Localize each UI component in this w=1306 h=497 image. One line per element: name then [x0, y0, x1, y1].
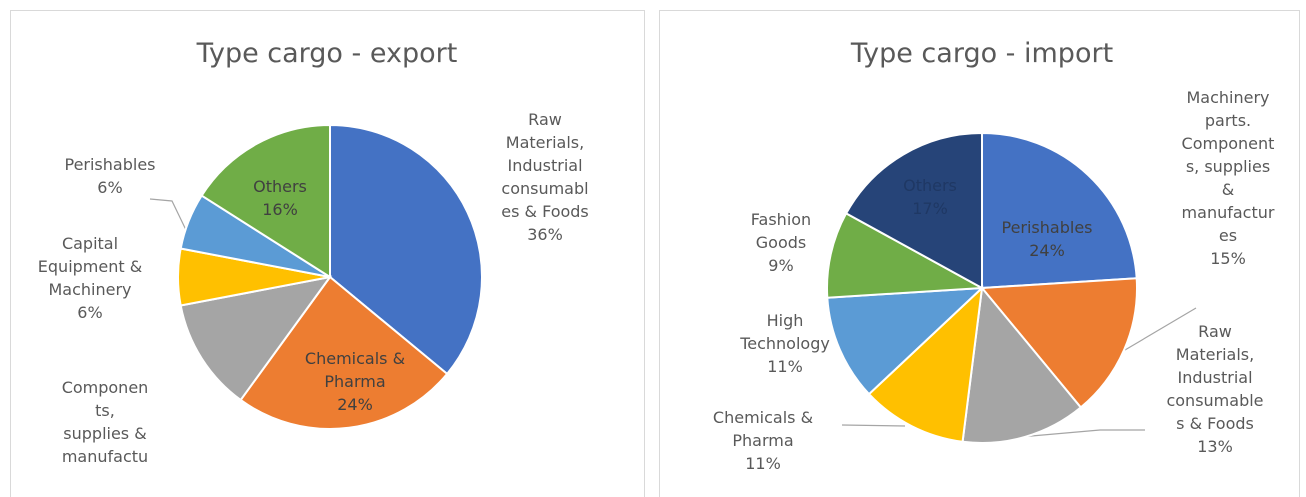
category-label: Perishables: [64, 155, 156, 174]
value-label: 13%: [1197, 437, 1233, 456]
value-label: 9%: [768, 256, 794, 275]
category-label: Raw Materials, Industrial consumables & …: [501, 110, 589, 221]
value-label: 11%: [745, 454, 781, 473]
data-label: Capital Equipment & Machinery 6%: [34, 232, 146, 324]
data-label: Components, supplies & manufactu: [60, 376, 150, 468]
data-label: High Technology 11%: [730, 309, 840, 378]
category-label: Chemicals & Pharma: [304, 349, 406, 391]
leader-line: [1019, 429, 1145, 438]
category-label: Machinery parts. Components, supplies & …: [1181, 88, 1275, 245]
value-label: 16%: [262, 200, 298, 219]
pie-slice: [200, 123, 331, 279]
value-label: 6%: [77, 303, 103, 322]
value-label: 6%: [97, 178, 123, 197]
data-label: Others 17%: [885, 174, 975, 220]
leader-line: [841, 424, 906, 427]
pie-slice: [961, 285, 1083, 444]
leader-line: [149, 198, 187, 231]
data-label: Chemicals & Pharma 24%: [300, 347, 410, 416]
pie-slice: [826, 286, 985, 396]
data-label: Raw Materials, Industrial consumables & …: [497, 108, 593, 246]
value-label: 36%: [527, 225, 563, 244]
data-label: Perishables 24%: [987, 216, 1107, 262]
value-label: 17%: [912, 199, 948, 218]
data-label: Fashion Goods 9%: [736, 208, 826, 277]
pie-slice: [979, 277, 1138, 409]
pie-slice: [329, 123, 483, 376]
category-label: Capital Equipment & Machinery: [37, 234, 143, 299]
pie-slice: [867, 285, 984, 443]
category-label: Raw Materials, Industrial consumables & …: [1166, 322, 1264, 433]
category-label: Perishables: [1001, 218, 1093, 237]
chart-title: Type cargo - import: [850, 38, 1114, 69]
category-label: Others: [253, 177, 307, 196]
category-label: Others: [903, 176, 957, 195]
value-label: 24%: [1029, 241, 1065, 260]
value-label: 11%: [767, 357, 803, 376]
data-label: Machinery parts. Components, supplies & …: [1180, 86, 1276, 270]
category-label: Chemicals & Pharma: [712, 408, 814, 450]
category-label: High Technology: [740, 311, 830, 353]
leader-lines: [149, 198, 1197, 438]
pie-slice: [239, 275, 449, 430]
data-label: Perishables 6%: [55, 153, 165, 199]
pie-slice: [826, 211, 986, 299]
value-label: 24%: [337, 395, 373, 414]
data-label: Chemicals & Pharma 11%: [708, 406, 818, 475]
pie-slice: [179, 275, 333, 402]
chart-title: Type cargo - export: [196, 38, 458, 69]
data-label: Raw Materials, Industrial consumables & …: [1166, 320, 1264, 458]
leader-line: [1124, 307, 1197, 351]
pie-slice: [981, 131, 1138, 290]
category-label: Fashion Goods: [750, 210, 812, 252]
value-label: 15%: [1210, 249, 1246, 268]
pie-slice: [844, 131, 983, 290]
category-label: Components, supplies & manufactu: [61, 378, 149, 466]
data-label: Others 16%: [235, 175, 325, 221]
